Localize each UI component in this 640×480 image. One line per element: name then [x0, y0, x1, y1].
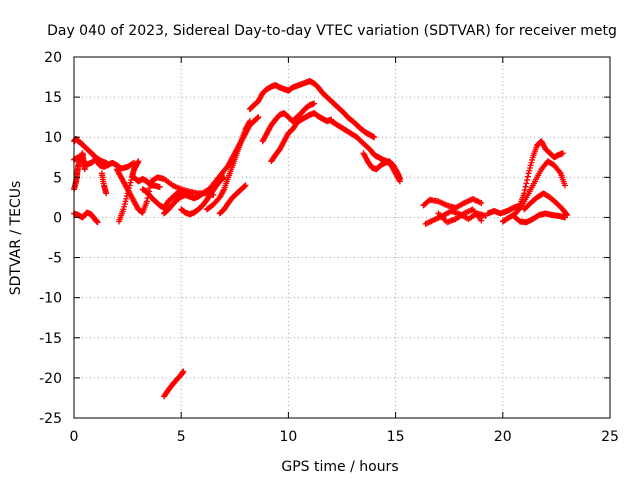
data-point	[124, 190, 131, 197]
y-tick-label: 0	[53, 210, 62, 226]
data-points	[71, 78, 571, 400]
y-tick-label: 5	[53, 170, 62, 186]
series-arc-c	[71, 150, 88, 193]
series-arc-s	[328, 118, 403, 185]
y-tick-label: -15	[39, 331, 62, 347]
y-axis-title: SDTVAR / TECUs	[8, 181, 24, 296]
data-point	[123, 195, 130, 202]
data-point	[242, 182, 249, 189]
data-point	[121, 203, 128, 210]
series-arc-l	[199, 114, 262, 197]
series-arc-e	[98, 170, 110, 197]
grid-lines	[74, 57, 610, 418]
data-point	[526, 167, 533, 174]
data-point	[559, 150, 566, 157]
y-tick-label: -10	[39, 291, 62, 307]
data-point	[135, 158, 142, 165]
series-arc-q	[268, 110, 335, 165]
data-point	[156, 183, 163, 190]
data-point	[254, 114, 261, 121]
data-point	[529, 156, 536, 163]
chart-title: Day 040 of 2023, Sidereal Day-to-day VTE…	[47, 23, 617, 39]
x-tick-label: 25	[601, 429, 619, 445]
data-point	[122, 198, 129, 205]
x-tick-label: 15	[387, 429, 405, 445]
data-point	[525, 170, 532, 177]
data-point	[255, 114, 262, 121]
data-point	[246, 118, 253, 125]
series-arc-u	[420, 195, 485, 211]
y-tick-label: 20	[44, 50, 62, 66]
x-tick-label: 10	[279, 429, 297, 445]
x-tick-label: 20	[494, 429, 512, 445]
data-point	[81, 166, 88, 173]
data-point	[121, 201, 128, 208]
data-point	[563, 211, 570, 218]
x-tick-label: 5	[177, 429, 186, 445]
data-point	[528, 159, 535, 166]
data-point	[524, 177, 531, 184]
y-tick-label: -5	[48, 251, 62, 267]
data-point	[123, 193, 130, 200]
plot-frame	[73, 56, 611, 419]
x-axis-title: GPS time / hours	[281, 459, 398, 475]
data-point	[127, 179, 134, 186]
data-point	[523, 180, 530, 187]
data-point	[180, 368, 187, 375]
axis-ticks: 0 5 10 15 20 25 -25 -20 -15 -10 -5 0 5 10 15 20	[39, 50, 619, 445]
data-point	[522, 183, 529, 190]
series-arc-aa	[521, 190, 571, 219]
data-point	[128, 177, 135, 184]
data-point	[241, 183, 248, 190]
data-point	[220, 187, 227, 194]
series-arc-t	[360, 150, 403, 182]
y-tick-label: 15	[44, 90, 62, 106]
data-point	[246, 119, 253, 126]
data-point	[125, 187, 132, 194]
data-point	[518, 203, 525, 210]
series-arc-j	[161, 190, 206, 217]
data-point	[143, 198, 150, 205]
series-arc-p	[259, 100, 318, 145]
data-point	[564, 212, 571, 219]
data-point	[311, 100, 318, 107]
data-point	[396, 175, 403, 182]
series-arc-h	[131, 174, 163, 190]
data-point	[556, 168, 563, 175]
data-point	[478, 200, 485, 207]
series-arc-g	[116, 158, 142, 225]
data-point	[220, 175, 227, 182]
series-arc-k	[178, 174, 228, 218]
series-arc-m	[203, 118, 253, 213]
data-point	[526, 164, 533, 171]
y-tick-label: -25	[39, 411, 62, 427]
data-point	[561, 182, 568, 189]
data-point	[94, 219, 101, 226]
data-point	[524, 173, 531, 180]
series-arc-r	[296, 78, 378, 141]
series-arc-w	[435, 206, 485, 226]
series-arc-x	[484, 138, 566, 217]
x-tick-label: 0	[70, 429, 79, 445]
y-tick-label: -20	[39, 371, 62, 387]
series-arc-n	[216, 182, 249, 217]
data-point	[103, 190, 110, 197]
data-point	[126, 182, 133, 189]
series-arc-b	[71, 154, 138, 172]
y-tick-label: 10	[44, 130, 62, 146]
data-point	[521, 187, 528, 194]
data-point	[527, 162, 534, 169]
series-arc-d	[71, 209, 101, 226]
data-point	[126, 185, 133, 192]
data-point	[371, 134, 378, 141]
series-arc-z	[510, 210, 568, 226]
data-point	[478, 217, 485, 224]
series-arc-ab	[161, 368, 187, 400]
data-point	[120, 206, 127, 213]
